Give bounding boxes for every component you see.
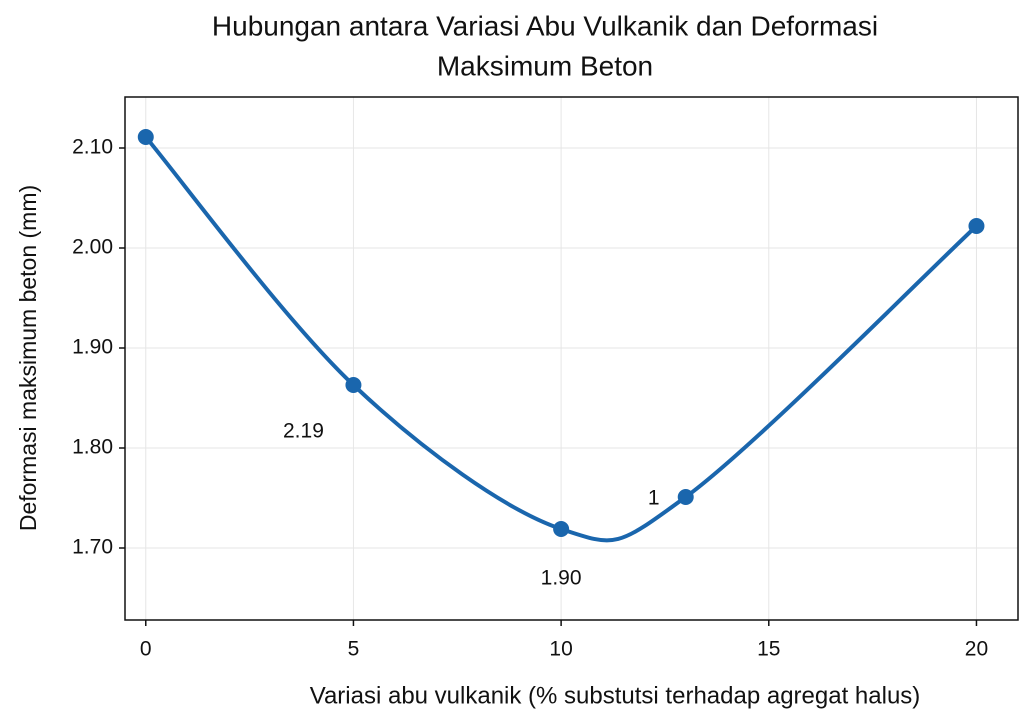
plot-frame (124, 96, 1019, 621)
y-axis-label: Deformasi maksimum beton (mm) (15, 185, 41, 531)
marker (137, 129, 154, 145)
y-tick-label: 1.90 (72, 336, 113, 359)
chart-title: Maksimum Beton (437, 50, 653, 81)
y-tick-label: 2.10 (72, 136, 113, 159)
marker (968, 218, 985, 234)
marker (553, 521, 570, 537)
y-tick-label: 1.80 (72, 436, 113, 459)
x-axis-label: Variasi abu vulkanik (% substutsi terhad… (310, 682, 921, 709)
y-tick-label: 1.70 (72, 536, 113, 559)
x-tick-label: 5 (348, 638, 360, 661)
x-tick-label: 0 (140, 638, 152, 661)
y-tick-label: 2.00 (72, 236, 113, 259)
x-tick-label: 10 (549, 638, 572, 661)
marker (345, 377, 362, 393)
chart-title: Hubungan antara Variasi Abu Vulkanik dan… (212, 10, 878, 41)
data-label: 2.19 (283, 420, 324, 443)
marker (677, 489, 694, 505)
x-tick-label: 15 (757, 638, 780, 661)
x-tick-label: 20 (965, 638, 988, 661)
data-label: 1 (648, 487, 660, 510)
data-label: 1.90 (541, 567, 582, 590)
